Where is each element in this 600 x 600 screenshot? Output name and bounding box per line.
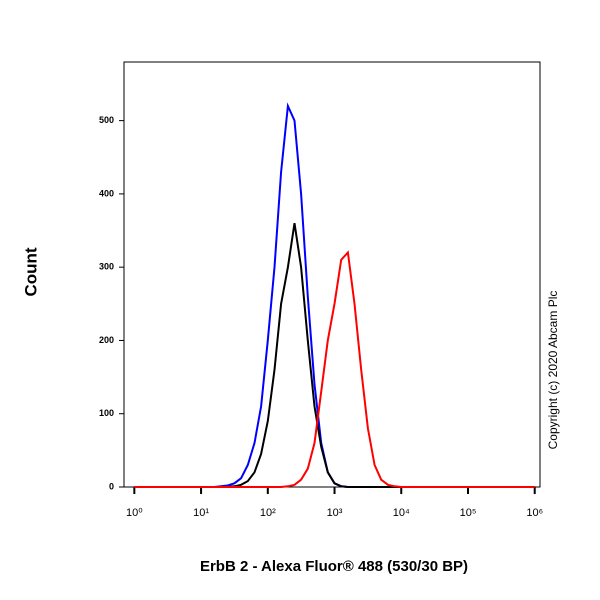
x-tick-label: 10³ <box>327 507 343 519</box>
x-tick-label: 10⁰ <box>126 507 143 519</box>
x-tick-label: 10² <box>260 507 276 519</box>
y-tick-label: 200 <box>99 335 114 345</box>
x-tick-label: 10⁶ <box>526 507 543 519</box>
x-tick-label: 10⁵ <box>460 507 477 519</box>
y-tick-label: 100 <box>99 408 114 418</box>
y-tick-label: 0 <box>109 481 114 491</box>
y-tick-label: 300 <box>99 262 114 272</box>
y-tick-label: 400 <box>99 188 114 198</box>
x-tick-label: 10¹ <box>193 507 209 519</box>
x-tick-label: 10⁴ <box>393 507 410 519</box>
x-axis-label: ErbB 2 - Alexa Fluor® 488 (530/30 BP) <box>200 558 468 575</box>
copyright: Copyright (c) 2020 Abcam Plc <box>546 291 560 450</box>
series-line <box>134 223 535 488</box>
plot-frame <box>123 61 541 488</box>
y-axis-label: Count <box>21 247 40 296</box>
series-line <box>134 102 535 488</box>
series-line <box>134 250 535 488</box>
y-tick-label: 500 <box>99 115 114 125</box>
